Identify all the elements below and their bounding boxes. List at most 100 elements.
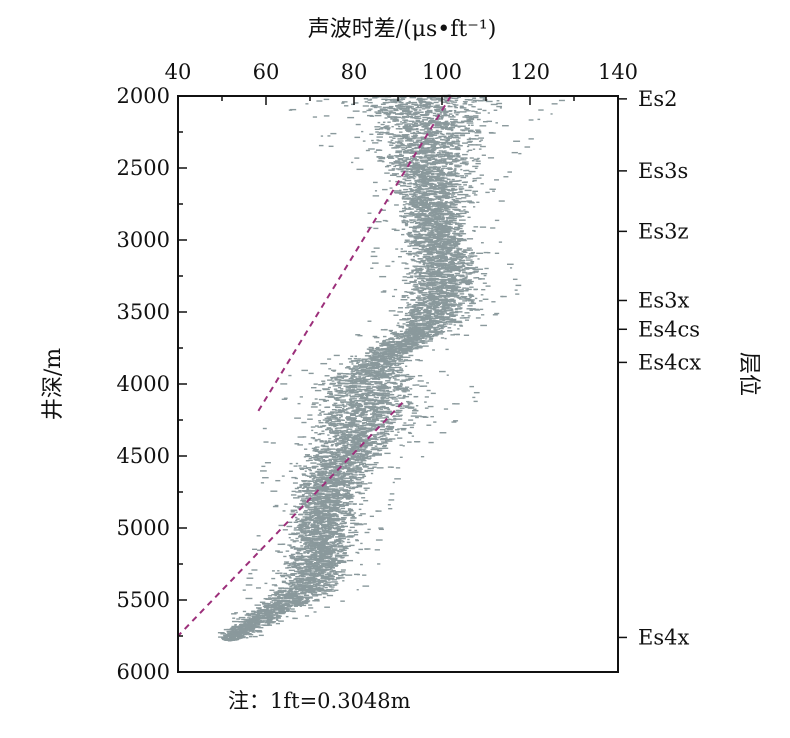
- data-point: [423, 246, 427, 248]
- data-point: [349, 396, 356, 398]
- data-point: [503, 176, 509, 178]
- data-point: [354, 157, 360, 159]
- data-point: [444, 180, 448, 182]
- data-point: [413, 395, 419, 398]
- data-point: [446, 152, 453, 154]
- data-point: [459, 298, 466, 300]
- data-point: [432, 349, 435, 351]
- data-point: [350, 374, 356, 376]
- data-point: [401, 145, 407, 147]
- data-point: [471, 301, 475, 303]
- data-point: [442, 205, 447, 207]
- data-point: [464, 173, 471, 175]
- data-point: [361, 382, 365, 385]
- data-point: [471, 110, 475, 112]
- data-point: [431, 335, 438, 337]
- data-point: [458, 240, 462, 242]
- data-point: [338, 379, 346, 382]
- data-point: [405, 321, 408, 324]
- data-point: [409, 345, 414, 348]
- data-point: [446, 172, 450, 174]
- data-point: [429, 202, 437, 204]
- data-point: [418, 176, 424, 179]
- data-point: [433, 223, 438, 225]
- data-point: [404, 126, 409, 129]
- data-point: [472, 190, 479, 192]
- data-point: [453, 324, 456, 326]
- data-point: [404, 105, 411, 107]
- data-point: [361, 397, 369, 399]
- data-point: [468, 115, 474, 118]
- data-point: [460, 239, 467, 242]
- data-point: [434, 124, 440, 126]
- data-point: [398, 128, 403, 130]
- data-point: [368, 367, 373, 369]
- data-point: [413, 125, 419, 127]
- data-point: [443, 147, 446, 149]
- data-point: [454, 153, 459, 155]
- data-point: [443, 297, 447, 299]
- data-point: [424, 220, 430, 222]
- data-point: [406, 342, 414, 345]
- data-point: [412, 324, 418, 327]
- data-point: [378, 365, 385, 368]
- data-point: [425, 275, 430, 278]
- data-point: [393, 135, 399, 138]
- data-point: [355, 407, 358, 409]
- data-point: [409, 388, 413, 390]
- data-point: [472, 106, 476, 108]
- data-point: [361, 369, 364, 371]
- data-point: [422, 100, 427, 103]
- data-point: [402, 136, 409, 138]
- data-point: [339, 377, 344, 379]
- data-point: [380, 364, 384, 366]
- data-point: [434, 241, 438, 243]
- data-point: [444, 273, 449, 276]
- data-point: [416, 309, 420, 312]
- data-point: [444, 247, 452, 249]
- data-point: [407, 231, 413, 234]
- data-point: [401, 327, 405, 329]
- data-point: [451, 136, 455, 139]
- data-point: [451, 259, 455, 261]
- data-point: [362, 105, 369, 107]
- data-point: [371, 406, 378, 408]
- data-point: [299, 396, 303, 398]
- data-point: [434, 332, 439, 335]
- data-point: [382, 106, 390, 109]
- data-point: [387, 115, 391, 117]
- data-point: [407, 254, 412, 256]
- data-point: [378, 378, 381, 381]
- data-point: [420, 292, 428, 294]
- data-point: [439, 97, 443, 99]
- data-point: [391, 125, 394, 128]
- data-point: [376, 356, 383, 358]
- data-point: [447, 241, 453, 243]
- data-point: [428, 133, 433, 135]
- data-point: [431, 295, 438, 298]
- data-point: [429, 119, 434, 121]
- data-point: [450, 255, 456, 257]
- data-point: [369, 365, 374, 367]
- data-point: [371, 363, 376, 365]
- data-point: [448, 261, 455, 264]
- data-point: [415, 137, 423, 139]
- data-point: [387, 107, 392, 109]
- data-point: [444, 99, 450, 101]
- data-point: [415, 160, 419, 162]
- data-point: [342, 408, 345, 410]
- data-point: [413, 289, 419, 291]
- data-point: [393, 335, 399, 337]
- data-point: [380, 358, 388, 360]
- data-point: [396, 369, 404, 372]
- data-point: [449, 290, 456, 292]
- data-point: [440, 189, 446, 191]
- data-point: [423, 228, 429, 231]
- data-point: [455, 263, 461, 265]
- data-point: [382, 343, 390, 345]
- data-point: [411, 121, 417, 123]
- data-point: [381, 373, 389, 375]
- data-point: [382, 390, 386, 392]
- data-point: [427, 268, 432, 270]
- data-point: [414, 112, 420, 115]
